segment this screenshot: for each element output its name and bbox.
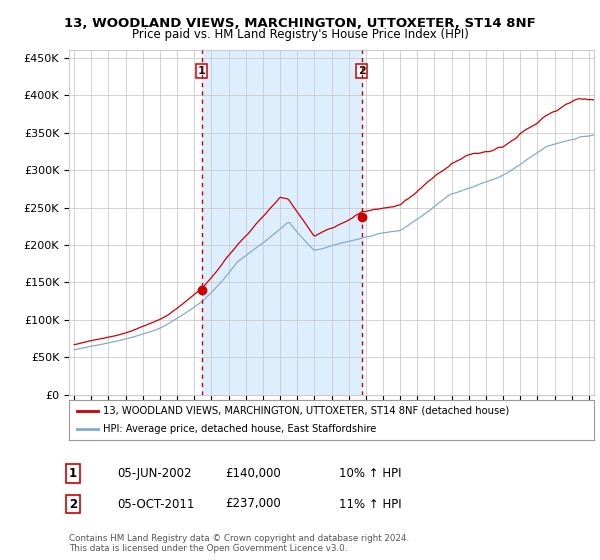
Text: 10% ↑ HPI: 10% ↑ HPI [339, 466, 401, 480]
Text: Contains HM Land Registry data © Crown copyright and database right 2024.
This d: Contains HM Land Registry data © Crown c… [69, 534, 409, 553]
Text: 13, WOODLAND VIEWS, MARCHINGTON, UTTOXETER, ST14 8NF (detached house): 13, WOODLAND VIEWS, MARCHINGTON, UTTOXET… [103, 406, 509, 416]
Text: £237,000: £237,000 [225, 497, 281, 511]
Text: £140,000: £140,000 [225, 466, 281, 480]
Text: 2: 2 [69, 497, 77, 511]
Text: 05-OCT-2011: 05-OCT-2011 [117, 497, 194, 511]
Text: 11% ↑ HPI: 11% ↑ HPI [339, 497, 401, 511]
Bar [202, 50, 362, 395]
Text: 1: 1 [69, 466, 77, 480]
Text: 05-JUN-2002: 05-JUN-2002 [117, 466, 191, 480]
Text: 2: 2 [358, 66, 365, 76]
Text: HPI: Average price, detached house, East Staffordshire: HPI: Average price, detached house, East… [103, 424, 377, 434]
Text: 1: 1 [198, 66, 205, 76]
Text: 13, WOODLAND VIEWS, MARCHINGTON, UTTOXETER, ST14 8NF: 13, WOODLAND VIEWS, MARCHINGTON, UTTOXET… [64, 17, 536, 30]
Text: Price paid vs. HM Land Registry's House Price Index (HPI): Price paid vs. HM Land Registry's House … [131, 28, 469, 41]
